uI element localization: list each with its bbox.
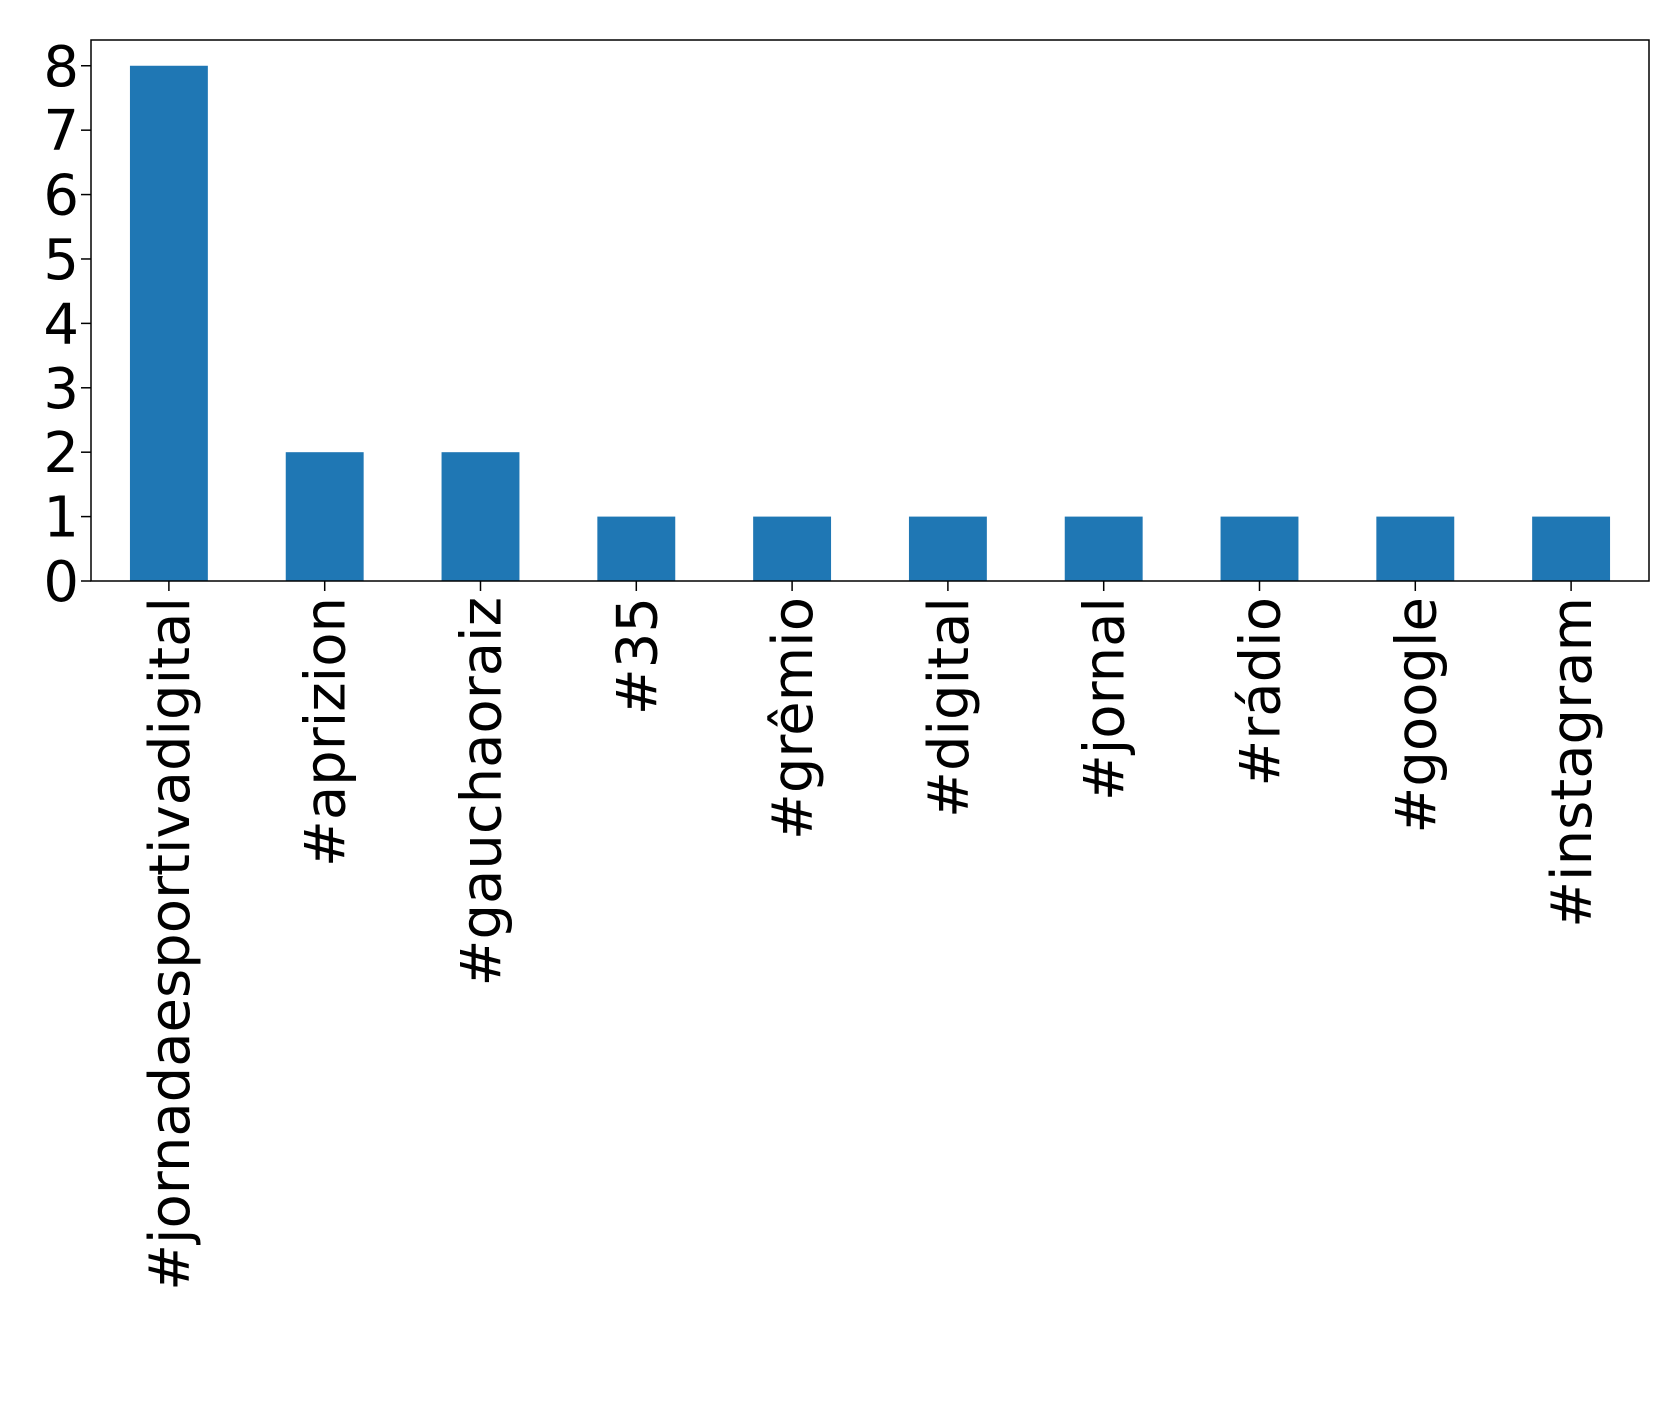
x-axis: #jornadaesportivadigital #aprizion #gaucha… — [138, 581, 1605, 1291]
x-tick-label-1: #aprizion — [294, 597, 359, 867]
bar-8 — [1376, 516, 1455, 581]
bar-5 — [908, 516, 987, 581]
bar-7 — [1220, 516, 1299, 581]
x-tick-label-8: #google — [1384, 597, 1449, 834]
y-tick-label-4: 4 — [43, 292, 79, 357]
y-tick-label-1: 1 — [43, 486, 79, 551]
x-tick-label-9: #instagram — [1540, 597, 1605, 928]
bar-9 — [1532, 516, 1611, 581]
y-tick-label-2: 2 — [43, 421, 79, 486]
x-tick-label-6: #jornal — [1073, 597, 1138, 801]
y-tick-label-5: 5 — [43, 228, 79, 293]
bar-6 — [1064, 516, 1143, 581]
y-tick-label-8: 8 — [43, 35, 79, 100]
y-tick-label-7: 7 — [43, 99, 79, 164]
x-tick-label-4: #grêmio — [761, 597, 826, 840]
y-tick-label-0: 0 — [43, 550, 79, 615]
x-tick-label-3: #35 — [605, 597, 670, 715]
y-tick-label-3: 3 — [43, 357, 79, 422]
y-tick-label-6: 6 — [43, 164, 79, 229]
bar-2 — [441, 452, 520, 581]
bar-4 — [753, 516, 832, 581]
x-tick-label-5: #digital — [917, 597, 982, 818]
bar-1 — [285, 452, 364, 581]
x-tick-label-0: #jornadaesportivadigital — [138, 597, 203, 1291]
bar-3 — [597, 516, 676, 581]
bars-group — [129, 65, 1611, 581]
x-tick-label-2: #gauchaoraiz — [450, 597, 515, 986]
plot-frame — [90, 39, 1650, 582]
bar-0 — [129, 65, 208, 581]
x-tick-label-7: #rádio — [1229, 597, 1294, 787]
